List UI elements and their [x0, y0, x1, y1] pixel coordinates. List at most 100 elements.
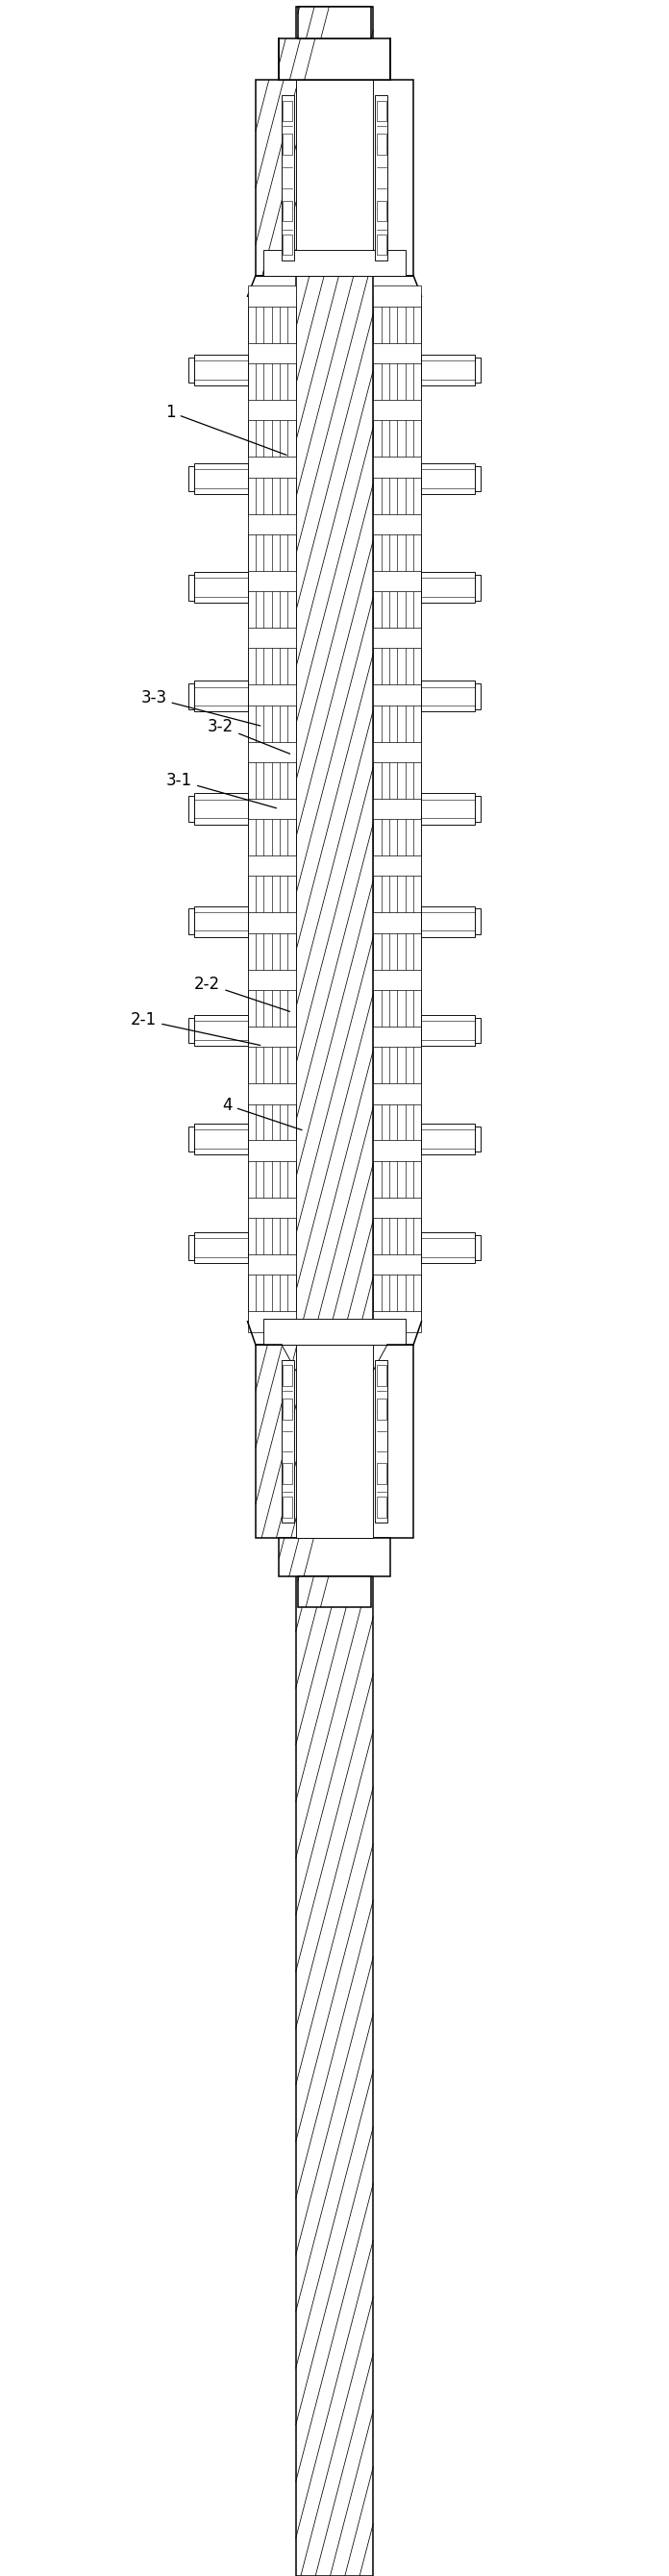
- Bar: [248, 1084, 296, 1105]
- Bar: [248, 286, 296, 307]
- Bar: [373, 912, 421, 933]
- Bar: [377, 1365, 386, 1386]
- Bar: [264, 250, 405, 276]
- Bar: [279, 39, 390, 80]
- Bar: [189, 1234, 194, 1260]
- Bar: [248, 1025, 296, 1046]
- Bar: [248, 1198, 296, 1218]
- Bar: [283, 1497, 292, 1517]
- Text: 3-2: 3-2: [208, 719, 290, 755]
- Bar: [421, 572, 475, 603]
- Bar: [248, 1141, 296, 1162]
- Bar: [283, 100, 292, 121]
- Bar: [373, 296, 421, 1321]
- Bar: [421, 1015, 475, 1046]
- Bar: [248, 513, 296, 533]
- Bar: [282, 95, 294, 260]
- Bar: [189, 796, 194, 822]
- Bar: [475, 1126, 480, 1151]
- Bar: [248, 855, 296, 876]
- Bar: [189, 358, 194, 384]
- Bar: [421, 1231, 475, 1262]
- Bar: [248, 296, 296, 1321]
- Bar: [475, 466, 480, 492]
- Bar: [373, 685, 421, 706]
- Text: 2-1: 2-1: [131, 1012, 260, 1046]
- Bar: [373, 1025, 421, 1046]
- Bar: [375, 95, 387, 260]
- Bar: [373, 343, 421, 363]
- Bar: [475, 574, 480, 600]
- Bar: [421, 907, 475, 938]
- Bar: [189, 466, 194, 492]
- Bar: [194, 680, 248, 711]
- Bar: [377, 100, 386, 121]
- Bar: [373, 742, 421, 762]
- Bar: [248, 399, 296, 420]
- Bar: [264, 1319, 405, 1345]
- Text: 3-3: 3-3: [141, 690, 260, 726]
- Bar: [194, 793, 248, 824]
- Bar: [421, 464, 475, 495]
- Bar: [194, 1015, 248, 1046]
- Bar: [373, 1084, 421, 1105]
- Bar: [194, 1231, 248, 1262]
- Bar: [373, 799, 421, 819]
- Bar: [279, 1538, 390, 1577]
- Bar: [256, 1345, 413, 1538]
- Text: 2-2: 2-2: [195, 976, 290, 1012]
- Bar: [189, 683, 194, 708]
- Bar: [373, 855, 421, 876]
- Bar: [375, 1360, 387, 1522]
- Bar: [373, 572, 421, 592]
- Bar: [248, 456, 296, 477]
- Bar: [377, 201, 386, 222]
- Bar: [194, 1123, 248, 1154]
- Bar: [421, 793, 475, 824]
- Bar: [283, 201, 292, 222]
- Bar: [421, 1123, 475, 1154]
- Bar: [256, 80, 413, 276]
- Bar: [298, 1577, 371, 1607]
- Bar: [189, 909, 194, 935]
- Bar: [248, 343, 296, 363]
- Bar: [377, 1399, 386, 1419]
- Bar: [248, 1255, 296, 1275]
- Bar: [373, 1141, 421, 1162]
- Bar: [421, 355, 475, 386]
- Bar: [475, 358, 480, 384]
- Text: 4: 4: [222, 1097, 302, 1131]
- Bar: [475, 1234, 480, 1260]
- Bar: [296, 1345, 373, 1538]
- Bar: [377, 234, 386, 255]
- Bar: [248, 969, 296, 989]
- Bar: [296, 80, 373, 276]
- Bar: [194, 907, 248, 938]
- Bar: [373, 1255, 421, 1275]
- Bar: [475, 1018, 480, 1043]
- Bar: [421, 680, 475, 711]
- Bar: [283, 1365, 292, 1386]
- Bar: [283, 1399, 292, 1419]
- Bar: [296, 5, 373, 2576]
- Bar: [373, 629, 421, 649]
- Bar: [475, 909, 480, 935]
- Bar: [475, 796, 480, 822]
- Bar: [194, 355, 248, 386]
- Bar: [377, 1497, 386, 1517]
- Bar: [283, 134, 292, 155]
- Bar: [283, 234, 292, 255]
- Bar: [248, 912, 296, 933]
- Bar: [194, 572, 248, 603]
- Bar: [248, 1311, 296, 1332]
- Bar: [189, 1126, 194, 1151]
- Text: 3-1: 3-1: [167, 773, 276, 809]
- Bar: [373, 1198, 421, 1218]
- Bar: [373, 969, 421, 989]
- Bar: [282, 1360, 294, 1522]
- Bar: [373, 1311, 421, 1332]
- Bar: [248, 742, 296, 762]
- Bar: [189, 574, 194, 600]
- Bar: [377, 134, 386, 155]
- Bar: [248, 629, 296, 649]
